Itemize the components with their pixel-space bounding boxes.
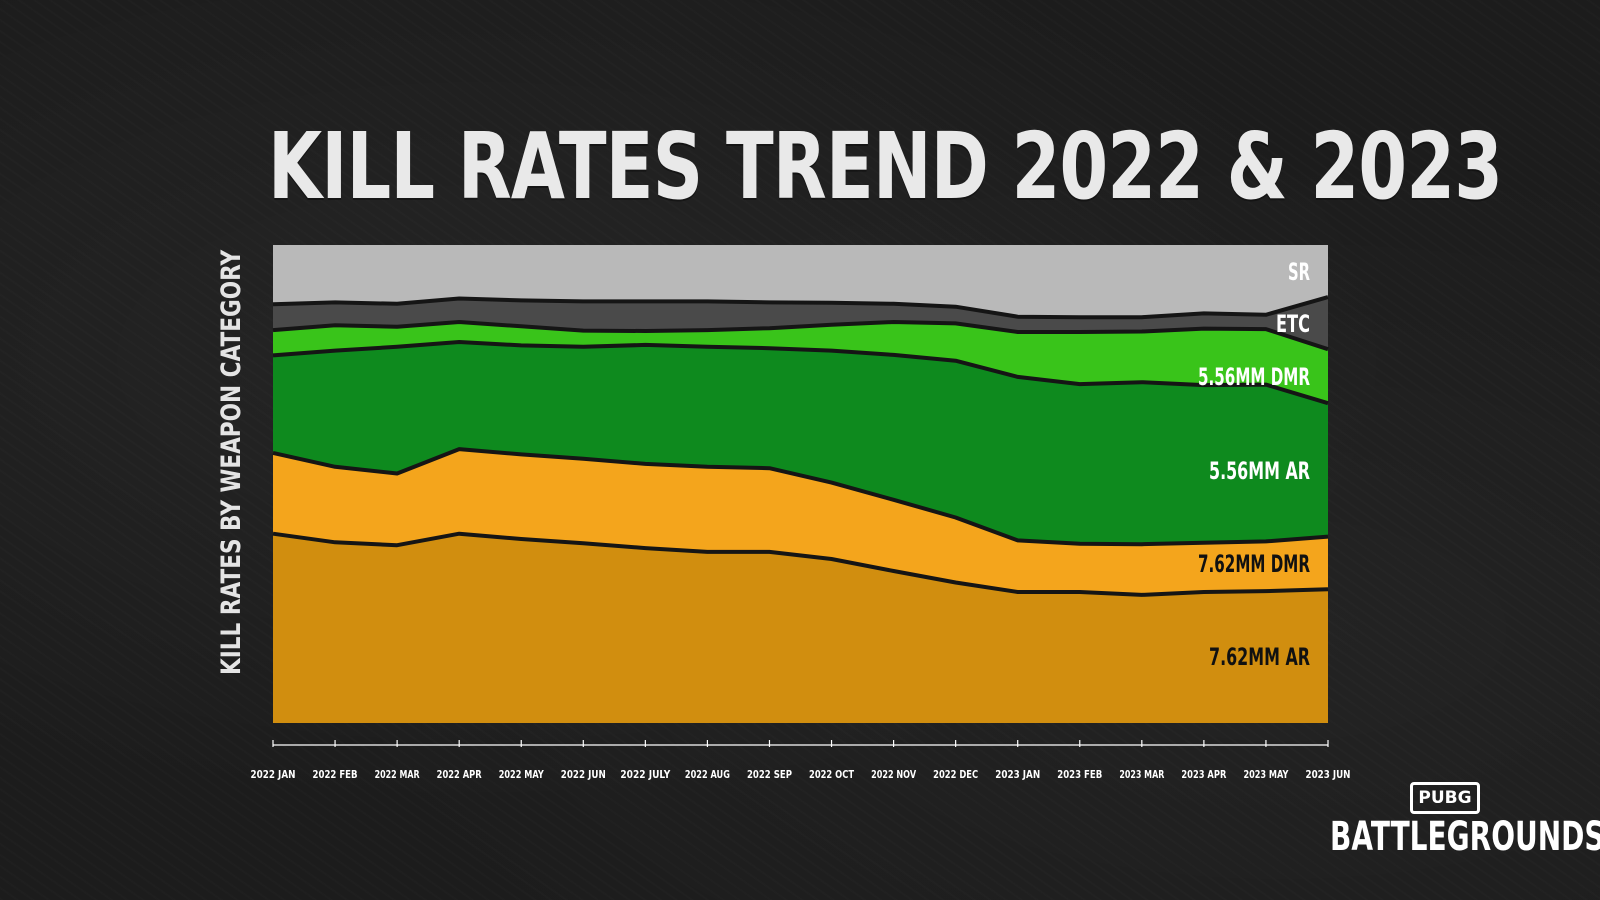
x-tick-label: 2023 MAR (1119, 768, 1164, 781)
x-tick-label: 2022 JUN (561, 768, 606, 781)
x-axis: 2022 JAN 2022 FEB 2022 MAR 2022 APR 2022 MAY… (251, 740, 1351, 781)
x-tick-label: 2022 NOV (871, 768, 916, 781)
series-label: 5.56MM AR (1209, 457, 1310, 485)
boundary-line (272, 340, 1329, 406)
pubg-battlegrounds-logo: PUBG BATTLEGROUNDS (1330, 782, 1600, 872)
series-labels: 7.62MM AR 7.62MM DMR 5.56MM AR 5.56MM DMR ET… (1198, 258, 1310, 671)
series-label: 5.56MM DMR (1198, 363, 1310, 391)
area-layers (273, 245, 1328, 723)
x-tick-label: 2022 JULY (620, 768, 671, 781)
boundary-line (272, 320, 1329, 352)
series-label: 7.62MM DMR (1198, 550, 1310, 578)
area-etc (273, 297, 1328, 350)
x-tick-label: 2023 APR (1181, 768, 1226, 781)
x-tick-label: 2023 MAY (1243, 768, 1289, 781)
x-tick-label: 2022 MAY (499, 768, 545, 781)
x-tick-label: 2022 FEB (313, 768, 358, 781)
area-7-62mm-dmr (273, 449, 1328, 595)
x-tick-label: 2023 JUN (1306, 768, 1351, 781)
x-tick-label: 2023 JAN (995, 768, 1040, 781)
boundary-lines (272, 295, 1329, 597)
x-tick-label: 2023 FEB (1057, 768, 1102, 781)
boundary-line (272, 295, 1329, 320)
series-label: 7.62MM AR (1209, 643, 1310, 671)
x-tick-label: 2022 AUG (685, 768, 730, 781)
x-tick-label: 2022 OCT (809, 768, 854, 781)
x-tick-label: 2022 JAN (251, 768, 296, 781)
x-tick-label: 2022 APR (437, 768, 482, 781)
area-5-56mm-dmr (273, 322, 1328, 404)
logo-battlegrounds-text: BATTLEGROUNDS (1330, 814, 1600, 860)
x-tick-label: 2022 DEC (933, 768, 978, 781)
area-7-62mm-ar (273, 533, 1328, 723)
x-tick-label: 2022 SEP (747, 768, 792, 781)
boundary-line (272, 447, 1329, 547)
series-label: SR (1288, 258, 1310, 286)
logo-pubg-text: PUBG (1410, 782, 1480, 814)
x-tick-label: 2022 MAR (375, 768, 420, 781)
series-label: ETC (1276, 310, 1310, 338)
area-5-56mm-ar (273, 342, 1328, 545)
boundary-line (272, 531, 1329, 597)
